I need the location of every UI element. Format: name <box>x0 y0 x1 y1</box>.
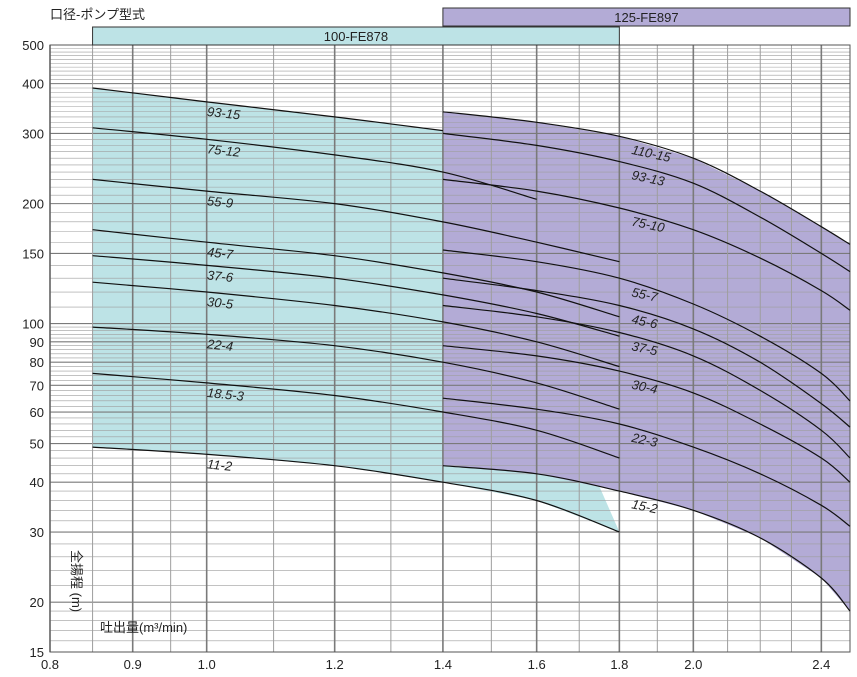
x-tick-label: 1.8 <box>610 657 628 672</box>
curve-label-55-7: 55-7 <box>630 284 659 304</box>
y-axis-tick-labels: 15 20 30 40 50 60 70 80 90 100 150 200 300 400 500 <box>22 38 44 660</box>
curve-22-4 <box>92 326 620 410</box>
x-tick-label: 0.9 <box>124 657 142 672</box>
curve-label-22-4: 22-4 <box>205 336 233 354</box>
band-label-100-fe878: 100-FE878 <box>324 29 388 44</box>
curve-55-7 <box>442 249 851 402</box>
y-tick-label: 400 <box>22 77 44 92</box>
curve-37-6 <box>92 255 620 337</box>
curve-93-13 <box>442 132 851 273</box>
curve-label-93-15: 93-15 <box>206 104 241 122</box>
x-tick-label: 1.0 <box>198 657 216 672</box>
x-tick-label: 1.2 <box>326 657 344 672</box>
curve-45-7 <box>92 229 620 318</box>
x-tick-label: 2.4 <box>812 657 830 672</box>
curve-45-6 <box>442 277 851 428</box>
curve-75-10 <box>442 178 851 311</box>
curve-label-37-6: 37-6 <box>206 267 234 285</box>
curve-30-4 <box>442 345 851 483</box>
x-axis-label: 吐出量(m³/min) <box>100 620 187 635</box>
curve-label-30-5: 30-5 <box>206 294 234 312</box>
y-tick-label: 90 <box>30 335 44 350</box>
y-tick-label: 40 <box>30 475 44 490</box>
performance-curves <box>92 87 851 612</box>
curve-label-11-2: 11-2 <box>206 456 233 474</box>
curve-label-45-7: 45-7 <box>206 244 234 262</box>
curve-label-93-13: 93-13 <box>630 167 666 189</box>
x-tick-label: 2.0 <box>684 657 702 672</box>
curve-22-3 <box>442 397 851 527</box>
band-125-fe897 <box>442 7 851 27</box>
model-header-bands: 125-FE897 100-FE878 <box>92 7 851 46</box>
y-tick-label: 70 <box>30 378 44 393</box>
y-tick-label: 30 <box>30 525 44 540</box>
curve-label-30-4: 30-4 <box>630 377 659 397</box>
y-tick-label: 60 <box>30 405 44 420</box>
curve-30-5 <box>92 281 620 368</box>
header-label: 口径-ポンプ型式 <box>50 7 145 22</box>
curve-label-37-5: 37-5 <box>630 338 659 358</box>
x-axis-tick-labels: 0.8 0.9 1.0 1.2 1.4 1.6 1.8 2.0 2.4 <box>41 657 830 672</box>
y-tick-label: 200 <box>22 197 44 212</box>
curve-75-12 <box>92 127 537 200</box>
x-tick-label: 1.6 <box>528 657 546 672</box>
y-tick-label: 20 <box>30 595 44 610</box>
band-label-125-fe897: 125-FE897 <box>614 10 678 25</box>
curve-11-2 <box>92 446 620 533</box>
y-tick-label: 50 <box>30 437 44 452</box>
curve-label-75-12: 75-12 <box>206 141 241 159</box>
y-tick-label: 300 <box>22 126 44 141</box>
curve-93-15 <box>92 87 443 132</box>
x-tick-label: 0.8 <box>41 657 59 672</box>
curve-18-5-3 <box>92 372 620 459</box>
curve-label-15-2: 15-2 <box>630 496 659 516</box>
y-tick-label: 100 <box>22 317 44 332</box>
band-100-fe878 <box>92 26 620 46</box>
y-tick-label: 80 <box>30 355 44 370</box>
curve-label-45-6: 45-6 <box>630 311 659 331</box>
y-tick-label: 150 <box>22 246 44 261</box>
curve-label-75-10: 75-10 <box>630 214 666 236</box>
region-fill-125-fe897 <box>442 111 850 612</box>
y-axis-label: 全揚程 (m) <box>69 550 84 612</box>
curve-55-9 <box>92 178 620 263</box>
curve-label-18-5-3: 18.5-3 <box>206 385 245 404</box>
y-tick-label: 15 <box>30 645 44 660</box>
curve-37-5 <box>442 304 851 459</box>
curve-label-55-9: 55-9 <box>206 193 233 211</box>
curve-label-22-3: 22-3 <box>629 430 659 450</box>
x-tick-label: 1.4 <box>434 657 452 672</box>
region-fills <box>92 88 850 612</box>
curve-labels: 93-15 75-12 55-9 45-7 37-6 30-5 22-4 18.5-3 11-2… <box>205 104 672 517</box>
curve-15-2 <box>442 465 851 612</box>
curve-110-15 <box>442 111 851 245</box>
y-tick-label: 500 <box>22 38 44 53</box>
